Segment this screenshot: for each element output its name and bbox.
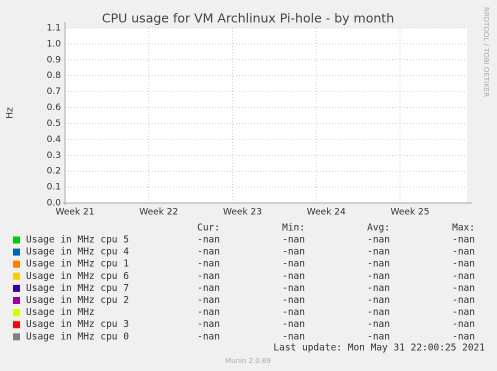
- legend-stat: -nan: [197, 295, 220, 306]
- legend-stat: -nan: [197, 271, 220, 282]
- legend-swatch: [13, 236, 20, 244]
- legend-label: Usage in MHz cpu 0: [26, 331, 129, 342]
- legend-stat: -nan: [452, 235, 475, 246]
- legend-stat: -nan: [452, 307, 475, 318]
- legend-stat: -nan: [367, 331, 390, 342]
- x-tick-label: Week 25: [391, 208, 430, 218]
- y-tick-label: 0.4: [47, 135, 62, 145]
- legend-stat: -nan: [452, 247, 475, 258]
- legend-swatch: [13, 248, 20, 256]
- legend-stat: -nan: [282, 235, 305, 246]
- legend-stat: -nan: [282, 283, 305, 294]
- x-tick-label: Week 22: [139, 208, 178, 218]
- legend-stat: -nan: [452, 259, 475, 270]
- legend-stat: -nan: [367, 283, 390, 294]
- legend-swatch: [13, 321, 20, 329]
- chart-title: CPU usage for VM Archlinux Pi-hole - by …: [102, 11, 394, 26]
- legend-stat: -nan: [197, 331, 220, 342]
- legend-stat: -nan: [367, 259, 390, 270]
- legend-stat: -nan: [197, 319, 220, 330]
- y-tick-label: 0.2: [47, 167, 61, 177]
- legend-stat: -nan: [197, 307, 220, 318]
- legend-label: Usage in MHz cpu 2: [26, 295, 129, 306]
- legend-stat: -nan: [282, 259, 305, 270]
- legend-label: Usage in MHz cpu 5: [26, 235, 129, 246]
- legend-stat: -nan: [367, 319, 390, 330]
- legend-stat: -nan: [197, 235, 220, 246]
- legend-stat: -nan: [452, 331, 475, 342]
- legend-label: Usage in MHz cpu 7: [26, 283, 129, 294]
- legend-label: Usage in MHz cpu 4: [26, 247, 129, 258]
- x-tick-label: Week 24: [307, 208, 346, 218]
- legend-stat: -nan: [452, 295, 475, 306]
- y-tick-label: 0.3: [47, 151, 61, 161]
- legend-swatch: [13, 333, 20, 341]
- legend-stat: -nan: [452, 319, 475, 330]
- y-tick-label: 0.5: [47, 119, 61, 129]
- legend-stat: -nan: [282, 271, 305, 282]
- footer: Munin 2.0.69: [225, 357, 271, 365]
- legend-stat: -nan: [282, 295, 305, 306]
- legend-stat: -nan: [367, 235, 390, 246]
- plot-area: [65, 28, 467, 203]
- column-header: Avg:: [367, 223, 390, 234]
- side-text: RRDTOOL / TOBI OETIKER: [482, 7, 490, 97]
- legend-stat: -nan: [282, 319, 305, 330]
- x-tick-label: Week 23: [223, 208, 262, 218]
- x-tick-label: Week 21: [56, 208, 95, 218]
- y-axis-label: Hz: [6, 107, 16, 119]
- legend-stat: -nan: [367, 247, 390, 258]
- legend-label: Usage in MHz cpu 1: [26, 259, 129, 270]
- legend-label: Usage in MHz cpu 6: [26, 271, 129, 282]
- legend-stat: -nan: [367, 295, 390, 306]
- legend-swatch: [13, 272, 20, 280]
- legend-stat: -nan: [282, 307, 305, 318]
- legend-stat: -nan: [197, 247, 220, 258]
- legend-swatch: [13, 284, 20, 292]
- column-header: Min:: [282, 223, 305, 234]
- legend-label: Usage in MHz: [26, 307, 95, 318]
- legend-stat: -nan: [197, 259, 220, 270]
- column-header: Cur:: [197, 223, 220, 234]
- last-update: Last update: Mon May 31 22:00:25 2021: [273, 343, 485, 354]
- legend-stat: -nan: [452, 271, 475, 282]
- y-tick-label: 0.6: [47, 103, 62, 113]
- legend-stat: -nan: [452, 283, 475, 294]
- y-tick-label: 1.0: [47, 39, 62, 49]
- y-tick-label: 0.8: [47, 71, 62, 81]
- y-tick-label: 0.0: [47, 199, 62, 209]
- y-tick-label: 0.1: [47, 183, 61, 193]
- legend-swatch: [13, 297, 20, 304]
- y-tick-label: 0.9: [47, 55, 62, 65]
- column-header: Max:: [452, 223, 475, 234]
- legend-stat: -nan: [367, 307, 390, 318]
- legend-stat: -nan: [282, 247, 305, 258]
- legend-stat: -nan: [197, 283, 220, 294]
- legend-swatch: [13, 260, 20, 268]
- y-tick-label: 1.1: [47, 24, 61, 34]
- legend-label: Usage in MHz cpu 3: [26, 319, 129, 330]
- y-tick-label: 0.7: [47, 87, 61, 97]
- legend-stat: -nan: [282, 331, 305, 342]
- legend-swatch: [13, 309, 20, 317]
- legend-stat: -nan: [367, 271, 390, 282]
